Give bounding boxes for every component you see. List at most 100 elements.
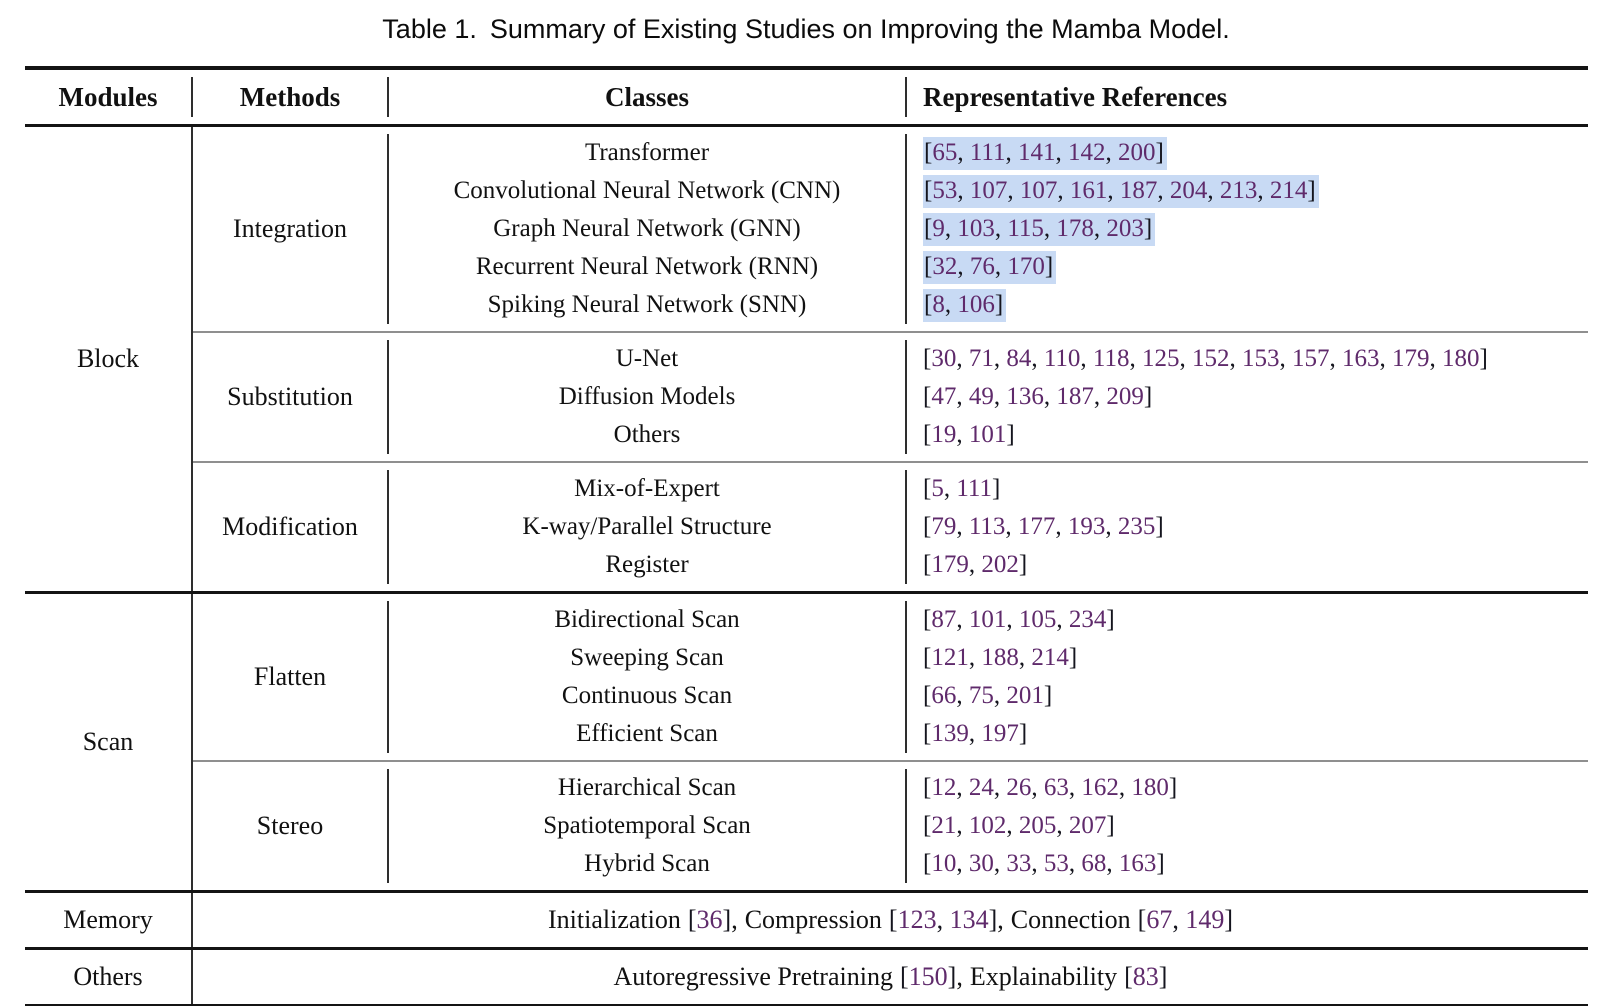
citation-link[interactable]: 177 xyxy=(1017,513,1056,540)
citation-link[interactable]: 193 xyxy=(1067,513,1106,540)
citation-link[interactable]: 205 xyxy=(1018,812,1057,839)
citation-separator: , xyxy=(1207,177,1220,204)
class-name: Hierarchical Scan xyxy=(557,774,737,801)
citation-link[interactable]: 180 xyxy=(1131,774,1169,801)
citation-link[interactable]: 123 xyxy=(897,905,937,934)
citation-link[interactable]: 179 xyxy=(931,551,969,578)
citation-link[interactable]: 180 xyxy=(1441,345,1480,372)
close-bracket: ] xyxy=(1155,513,1164,540)
citation-link[interactable]: 202 xyxy=(981,551,1019,578)
citation-link[interactable]: 139 xyxy=(931,720,969,747)
citation-link[interactable]: 213 xyxy=(1219,177,1258,204)
citation-link[interactable]: 107 xyxy=(969,177,1008,204)
citation-link[interactable]: 47 xyxy=(931,383,957,410)
citation-link[interactable]: 142 xyxy=(1067,139,1106,166)
citation-link[interactable]: 87 xyxy=(931,606,957,633)
citation-link[interactable]: 67 xyxy=(1146,905,1173,934)
citation-link[interactable]: 8 xyxy=(932,291,945,318)
citation-link[interactable]: 149 xyxy=(1185,905,1225,934)
module-section: Block Integration Transformer Convolutional… xyxy=(25,127,1588,591)
citation-link[interactable]: 101 xyxy=(968,421,1007,448)
citation-link[interactable]: 68 xyxy=(1081,850,1107,877)
citation-link[interactable]: 150 xyxy=(908,962,948,991)
citation-link[interactable]: 170 xyxy=(1007,253,1045,280)
citation-link[interactable]: 102 xyxy=(968,812,1007,839)
citation-link[interactable]: 26 xyxy=(1006,774,1032,801)
citation-link[interactable]: 157 xyxy=(1291,345,1330,372)
citation-link[interactable]: 141 xyxy=(1017,139,1056,166)
citation-link[interactable]: 179 xyxy=(1391,345,1430,372)
close-bracket: ] xyxy=(1068,644,1078,671)
citation-link[interactable]: 110 xyxy=(1043,345,1081,372)
citation-link[interactable]: 84 xyxy=(1006,345,1032,372)
citation-link[interactable]: 201 xyxy=(1006,682,1044,709)
citation-link[interactable]: 30 xyxy=(968,850,994,877)
citation-link[interactable]: 5 xyxy=(931,475,944,502)
citation-link[interactable]: 152 xyxy=(1191,345,1230,372)
span-item-label: Compression xyxy=(744,905,882,934)
citation-link[interactable]: 101 xyxy=(968,606,1007,633)
reference-list: [19, 101] xyxy=(923,420,1015,450)
citation-link[interactable]: 76 xyxy=(969,253,995,280)
citation-link[interactable]: 207 xyxy=(1068,812,1107,839)
column-header-methods: Methods xyxy=(193,77,389,117)
citation-link[interactable]: 209 xyxy=(1106,383,1144,410)
citation-link[interactable]: 107 xyxy=(1019,177,1058,204)
citation-link[interactable]: 19 xyxy=(931,421,957,448)
close-bracket: ] xyxy=(1106,606,1115,633)
citation-link[interactable]: 111 xyxy=(969,139,1006,166)
citation-link[interactable]: 36 xyxy=(696,905,723,934)
citation-link[interactable]: 32 xyxy=(932,253,958,280)
citation-link[interactable]: 197 xyxy=(981,720,1019,747)
citation-link[interactable]: 214 xyxy=(1031,644,1069,671)
citation-link[interactable]: 188 xyxy=(981,644,1019,671)
citation-link[interactable]: 113 xyxy=(968,513,1006,540)
citation-link[interactable]: 200 xyxy=(1117,139,1156,166)
citation-link[interactable]: 106 xyxy=(957,291,995,318)
citation-link[interactable]: 178 xyxy=(1056,215,1094,242)
citation-link[interactable]: 203 xyxy=(1106,215,1144,242)
citation-link[interactable]: 163 xyxy=(1341,345,1380,372)
citation-link[interactable]: 161 xyxy=(1069,177,1108,204)
citation-link[interactable]: 75 xyxy=(968,682,994,709)
reference-list: [47, 49, 136, 187, 209] xyxy=(923,382,1152,412)
reference-row: [8, 106] xyxy=(923,286,1588,324)
citation-link[interactable]: 111 xyxy=(956,475,992,502)
citation-link[interactable]: 136 xyxy=(1006,383,1044,410)
citation-link[interactable]: 63 xyxy=(1043,774,1069,801)
citation-separator: , xyxy=(1080,345,1093,372)
citation-link[interactable]: 214 xyxy=(1269,177,1308,204)
citation-link[interactable]: 115 xyxy=(1007,215,1044,242)
citation-link[interactable]: 24 xyxy=(968,774,994,801)
citation-link[interactable]: 53 xyxy=(1043,850,1069,877)
citation-link[interactable]: 118 xyxy=(1092,345,1130,372)
citation-link[interactable]: 10 xyxy=(931,850,957,877)
citation-link[interactable]: 235 xyxy=(1117,513,1156,540)
citation-link[interactable]: 103 xyxy=(957,215,995,242)
citation-link[interactable]: 187 xyxy=(1119,177,1158,204)
citation-link[interactable]: 105 xyxy=(1018,606,1057,633)
citation-separator: , xyxy=(993,850,1007,877)
citation-link[interactable]: 134 xyxy=(949,905,989,934)
citation-link[interactable]: 234 xyxy=(1068,606,1107,633)
reference-row: [179, 202] xyxy=(923,546,1588,584)
citation-link[interactable]: 204 xyxy=(1169,177,1208,204)
citation-link[interactable]: 53 xyxy=(932,177,958,204)
citation-link[interactable]: 163 xyxy=(1118,850,1157,877)
citation-link[interactable]: 65 xyxy=(932,139,958,166)
citation-link[interactable]: 12 xyxy=(931,774,957,801)
citation-link[interactable]: 9 xyxy=(932,215,945,242)
citation-link[interactable]: 66 xyxy=(931,682,957,709)
citation-link[interactable]: 49 xyxy=(968,383,994,410)
citation-link[interactable]: 121 xyxy=(931,644,969,671)
citation-link[interactable]: 21 xyxy=(931,812,957,839)
citation-link[interactable]: 187 xyxy=(1056,383,1094,410)
citation-link[interactable]: 71 xyxy=(968,345,994,372)
citation-link[interactable]: 79 xyxy=(931,513,957,540)
citation-link[interactable]: 153 xyxy=(1241,345,1280,372)
citation-link[interactable]: 30 xyxy=(931,345,957,372)
citation-link[interactable]: 162 xyxy=(1081,774,1119,801)
citation-link[interactable]: 33 xyxy=(1006,850,1032,877)
citation-link[interactable]: 125 xyxy=(1141,345,1180,372)
citation-link[interactable]: 83 xyxy=(1132,962,1159,991)
